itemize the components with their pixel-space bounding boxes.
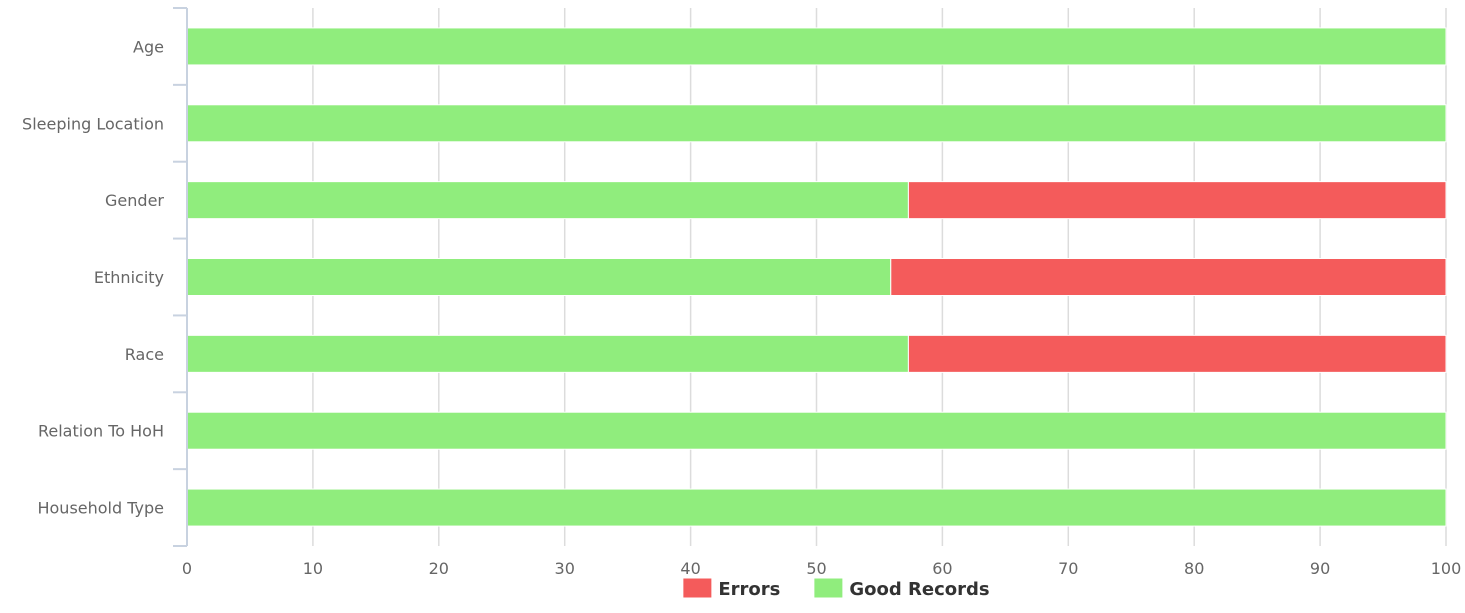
x-tick-label-40: 40 [680, 559, 700, 578]
legend-swatch-good-records[interactable] [814, 578, 843, 598]
bar-ethnicity-errors[interactable] [890, 258, 1447, 296]
bar-age-good-records[interactable] [186, 27, 1447, 66]
legend-label-errors[interactable]: Errors [718, 579, 780, 600]
axes [173, 7, 188, 547]
bar-relation-to-hoh-good-records[interactable] [186, 411, 1447, 450]
legend-label-good-records[interactable]: Good Records [849, 579, 989, 600]
bar-gender-errors[interactable] [907, 181, 1447, 220]
bar-gender-good-records[interactable] [186, 181, 909, 220]
x-tick-label-30: 30 [555, 559, 575, 578]
category-label: Ethnicity [94, 268, 164, 287]
x-tick-label-10: 10 [303, 559, 323, 578]
bar-race-good-records[interactable] [186, 334, 909, 373]
x-tick-label-0: 0 [182, 559, 192, 578]
category-label: Race [125, 345, 164, 364]
x-tick-label-50: 50 [806, 559, 826, 578]
bar-race-errors[interactable] [907, 334, 1447, 373]
x-tick-label-60: 60 [932, 559, 952, 578]
category-label: Household Type [37, 499, 164, 518]
bar-ethnicity-good-records[interactable] [186, 258, 892, 296]
x-tick-label-20: 20 [429, 559, 449, 578]
category-label: Sleeping Location [22, 114, 164, 133]
x-tick-label-90: 90 [1310, 559, 1330, 578]
category-label: Gender [105, 191, 164, 210]
x-tick-label-80: 80 [1184, 559, 1204, 578]
bar-sleeping-location-good-records[interactable] [186, 104, 1447, 143]
category-label: Relation To HoH [38, 422, 164, 441]
legend-swatch-errors[interactable] [683, 578, 712, 598]
bars [186, 27, 1447, 527]
legend: Errors Good Records [683, 578, 990, 600]
x-tick-label-100: 100 [1431, 559, 1462, 578]
category-labels: Age Sleeping Location Gender Ethnicity Race R… [22, 37, 164, 517]
bar-household-type-good-records[interactable] [186, 488, 1447, 527]
tick-labels: 0 10 20 30 40 50 60 70 80 90 100 [182, 559, 1461, 578]
x-tick-label-70: 70 [1058, 559, 1078, 578]
category-label: Age [133, 37, 164, 56]
